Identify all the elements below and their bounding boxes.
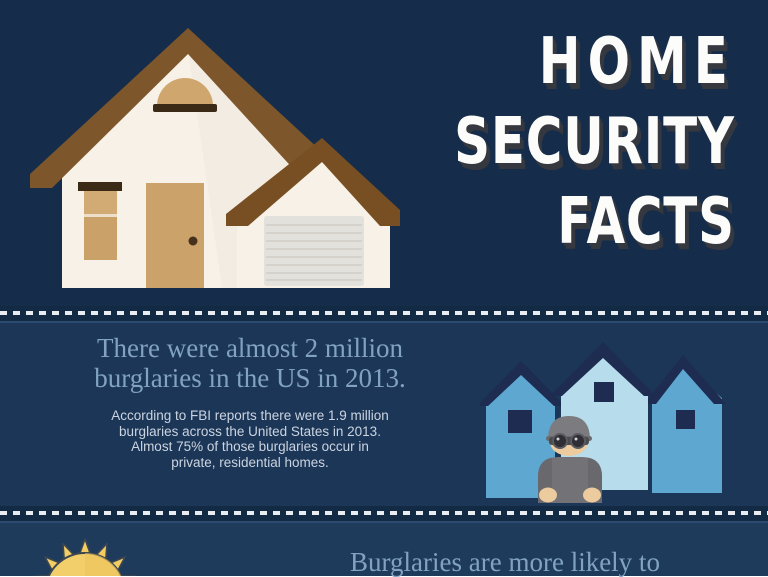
fact1-body: According to FBI reports there were 1.9 … [40,408,460,470]
title-line-security: SECURITY [454,102,735,182]
neighborhood-burglar-illustration [480,332,730,503]
fact1-text-block: There were almost 2 million burglaries i… [40,333,460,470]
front-door [146,183,204,288]
dashed-separator-bottom [0,506,768,523]
page-title: HOME SECURITY FACTS [375,22,735,262]
title-line-facts: FACTS [454,182,735,262]
fact1-body-line2: burglaries across the United States in 2… [40,424,460,440]
blue-house-middle-window [594,382,614,402]
blue-house-right-window [676,410,695,429]
house-illustration [22,22,402,292]
burglar-hand-right [583,488,601,503]
window-pane-top [84,191,117,215]
window-pane-bottom [84,217,117,260]
dash-line [0,511,768,515]
fact2-heading: Burglaries are more likely to [310,547,700,577]
fact1-body-line1: According to FBI reports there were 1.9 … [40,408,460,424]
fact1-heading-line1: There were almost 2 million [97,333,403,363]
dashed-separator-top [0,306,768,323]
fact1-heading-line2: burglaries in the US in 2013. [94,363,405,393]
sun-icon [25,530,150,576]
window-header [78,182,122,191]
attic-window-sill [153,104,217,112]
garage-door [264,216,364,286]
window-divider [84,214,117,217]
door-knob [189,237,198,246]
burglar-hand-left [539,488,557,503]
dash-line [0,311,768,315]
fact1-body-line4: private, residential homes. [40,455,460,471]
separator-highlight [0,321,768,323]
fact1-heading: There were almost 2 million burglaries i… [40,333,460,393]
title-line-home: HOME [454,22,735,102]
fact1-body-line3: Almost 75% of those burglaries occur in [40,439,460,455]
blue-house-left-window [508,410,532,433]
separator-highlight [0,521,768,523]
fact2-text-block: Burglaries are more likely to [310,547,700,577]
